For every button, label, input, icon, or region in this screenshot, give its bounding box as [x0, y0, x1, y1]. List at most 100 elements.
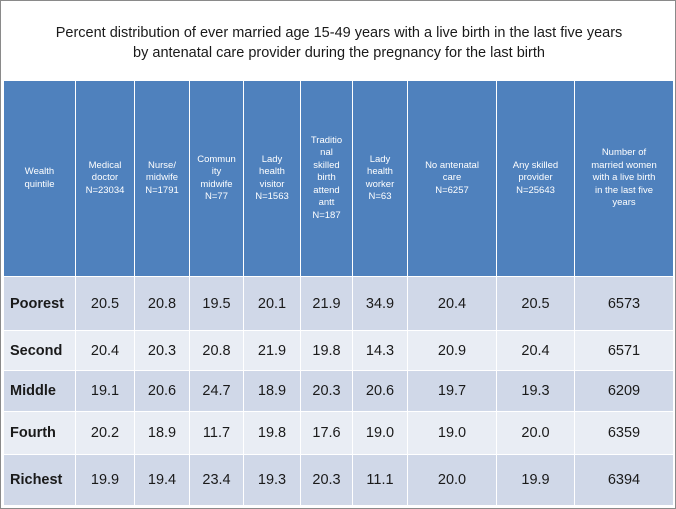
- table-cell: 6394: [574, 454, 674, 506]
- title-line-1: Percent distribution of ever married age…: [55, 25, 623, 41]
- table-cell: 34.9: [352, 276, 408, 331]
- column-header-10: Number of married women with a live birth i…: [574, 80, 674, 277]
- column-header-line: Lady: [369, 153, 391, 165]
- table-cell: 19.8: [243, 411, 301, 455]
- table-cell: 19.8: [300, 330, 353, 371]
- column-header-7: Lady health worker N=63: [352, 80, 408, 277]
- table-cell: 19.1: [75, 370, 135, 412]
- table-cell: 19.0: [352, 411, 408, 455]
- column-header-line: No antenatal: [425, 159, 479, 171]
- table-cell: 14.3: [352, 330, 408, 371]
- table-cell: 19.3: [496, 370, 575, 412]
- table-cell: 20.3: [300, 454, 353, 506]
- table-cell: 24.7: [189, 370, 244, 412]
- column-header-line: N=1563: [255, 191, 289, 202]
- table-cell: 6209: [574, 370, 674, 412]
- table-cell: 19.5: [189, 276, 244, 331]
- table-body: Poorest 20.5 20.8 19.5 20.1 21.9 34.9 20.4 20.5 6…: [3, 276, 674, 506]
- column-header-line: N=1791: [145, 184, 179, 196]
- column-header-line: provider: [518, 172, 553, 184]
- table-row: Second 20.4 20.3 20.8 21.9 19.8 14.3 20.9 20.4 65…: [3, 330, 674, 371]
- column-header-8: No antenatal care N=6257: [407, 80, 497, 277]
- column-header-5: Lady health visitor N=1563: [243, 80, 301, 277]
- table-cell: 20.8: [189, 330, 244, 371]
- table-cell: 11.7: [189, 411, 244, 455]
- column-header-3: Nurse/midwife N=1791: [134, 80, 190, 277]
- row-label: Second: [3, 330, 76, 371]
- table-cell: 21.9: [300, 276, 353, 331]
- table-cell: 23.4: [189, 454, 244, 506]
- table-cell: 11.1: [352, 454, 408, 506]
- table-row: Fourth 20.2 18.9 11.7 19.8 17.6 19.0 19.0 20.0 63…: [3, 411, 674, 455]
- table-cell: 18.9: [134, 411, 190, 455]
- title-line-2: by antenatal care provider during the pr…: [133, 45, 545, 61]
- table-cell: 6359: [574, 411, 674, 455]
- table-cell: 20.0: [407, 454, 497, 506]
- table-row: Richest 19.9 19.4 23.4 19.3 20.3 11.1 20.0 19.9 6…: [3, 454, 674, 506]
- column-header-4: Commun ity midwife N=77: [189, 80, 244, 277]
- table-cell: 19.9: [496, 454, 575, 506]
- column-header-line: health: [259, 166, 285, 177]
- column-header-line: with a live birth: [592, 172, 656, 184]
- column-header-1: Wealth quintile: [3, 80, 76, 277]
- column-header-line: midwife: [145, 172, 179, 184]
- table-cell: 20.3: [300, 370, 353, 412]
- column-header-line: Lady: [261, 153, 283, 165]
- table-cell: 20.4: [496, 330, 575, 371]
- table-cell: 19.7: [407, 370, 497, 412]
- column-header-line: N=6257: [435, 184, 469, 196]
- column-header-line: midwife: [200, 178, 233, 190]
- column-header-line: N=187: [312, 209, 341, 221]
- table-cell: 19.0: [407, 411, 497, 455]
- table-cell: 19.3: [243, 454, 301, 506]
- column-header-line: Any skilled: [512, 159, 559, 171]
- column-header-line: Commun: [197, 153, 236, 165]
- table-row: Poorest 20.5 20.8 19.5 20.1 21.9 34.9 20.4 20.5 6…: [3, 276, 674, 331]
- column-header-line: N=23034: [85, 184, 125, 196]
- column-header-line: Number of: [601, 147, 647, 159]
- column-header-line: worker: [365, 178, 395, 190]
- table-cell: 6571: [574, 330, 674, 371]
- slide-title: Percent distribution of ever married age…: [1, 23, 676, 63]
- header-row: Wealth quintile Medical doctor N=23034 Nurse/…: [3, 80, 674, 277]
- table-cell: 20.1: [243, 276, 301, 331]
- table-cell: 20.4: [407, 276, 497, 331]
- table-cell: 20.8: [134, 276, 190, 331]
- table-cell: 17.6: [300, 411, 353, 455]
- table-cell: 21.9: [243, 330, 301, 371]
- column-header-line: N=25643: [516, 184, 555, 196]
- column-header-line: birth: [317, 172, 336, 184]
- table-cell: 20.6: [352, 370, 408, 412]
- antenatal-care-table: Wealth quintile Medical doctor N=23034 Nurse/…: [3, 80, 674, 506]
- column-header-6: Traditio nal skilled birth attend antt N=187: [300, 80, 353, 277]
- column-header-line: Medical: [88, 159, 122, 171]
- table-row: Middle 19.1 20.6 24.7 18.9 20.3 20.6 19.7 19.3 62…: [3, 370, 674, 412]
- column-header-line: Nurse/: [148, 159, 176, 171]
- table-cell: 20.9: [407, 330, 497, 371]
- table-cell: 20.4: [75, 330, 135, 371]
- column-header-line: nal: [320, 147, 333, 159]
- table-cell: 18.9: [243, 370, 301, 412]
- column-header-line: doctor: [91, 172, 119, 184]
- column-header-line: care: [442, 172, 462, 184]
- column-header-line: visitor: [259, 178, 285, 190]
- column-header-2: Medical doctor N=23034: [75, 80, 135, 277]
- column-header-line: ity: [211, 166, 222, 177]
- row-label: Richest: [3, 454, 76, 506]
- column-header-line: Wealth: [24, 166, 55, 177]
- table-cell: 20.5: [75, 276, 135, 331]
- row-label: Middle: [3, 370, 76, 412]
- column-header-line: N=77: [205, 191, 228, 202]
- column-header-line: married women: [591, 159, 657, 171]
- column-header-line: antt: [318, 197, 335, 209]
- table-cell: 6573: [574, 276, 674, 331]
- table-cell: 20.6: [134, 370, 190, 412]
- row-label: Fourth: [3, 411, 76, 455]
- column-header-line: health: [367, 166, 393, 177]
- column-header-line: N=63: [368, 191, 392, 202]
- row-label: Poorest: [3, 276, 76, 331]
- column-header-line: quintile: [24, 178, 55, 190]
- column-header-line: Traditio: [310, 134, 343, 146]
- table-cell: 20.0: [496, 411, 575, 455]
- column-header-line: in the last five: [594, 184, 654, 196]
